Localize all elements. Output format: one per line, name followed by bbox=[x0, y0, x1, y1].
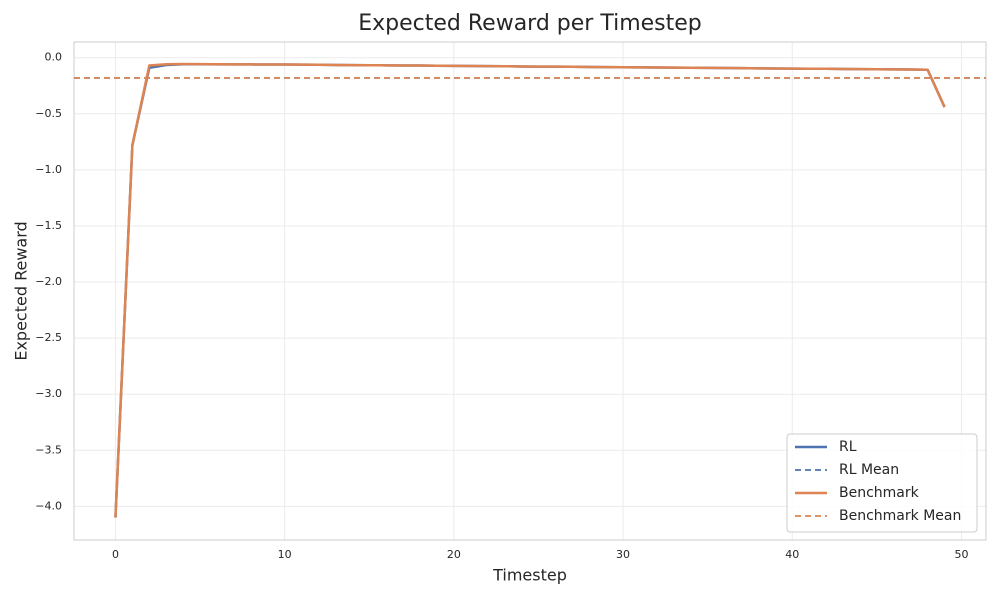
legend-box bbox=[786, 433, 978, 533]
y-tick-label: −1.5 bbox=[35, 219, 62, 232]
x-tick-label: 30 bbox=[616, 548, 630, 561]
y-axis-label: Expected Reward bbox=[12, 221, 31, 360]
y-tick-label: −1.0 bbox=[35, 163, 62, 176]
y-tick-label: −2.5 bbox=[35, 331, 62, 344]
data-line bbox=[114, 62, 946, 518]
y-tick-label: −3.5 bbox=[35, 443, 62, 456]
x-tick-label: 20 bbox=[447, 548, 461, 561]
y-tick-label: 0.0 bbox=[45, 51, 63, 64]
chart-title: Expected Reward per Timestep bbox=[358, 11, 702, 36]
y-tick-label: −0.5 bbox=[35, 107, 62, 120]
y-tick-label: −4.0 bbox=[35, 499, 62, 512]
x-tick-label: 40 bbox=[785, 548, 799, 561]
plot-frame bbox=[73, 41, 987, 541]
y-tick-label: −3.0 bbox=[35, 387, 62, 400]
legend-label: Benchmark bbox=[839, 485, 920, 501]
legend-label: RL Mean bbox=[839, 462, 899, 478]
x-axis-label: Timestep bbox=[492, 566, 567, 585]
x-tick-label: 50 bbox=[954, 548, 968, 561]
y-tick-label: −2.0 bbox=[35, 275, 62, 288]
x-tick-label: 0 bbox=[112, 548, 119, 561]
x-tick-label: 10 bbox=[278, 548, 292, 561]
legend-label: RL bbox=[839, 439, 857, 455]
legend-label: Benchmark Mean bbox=[839, 508, 961, 524]
